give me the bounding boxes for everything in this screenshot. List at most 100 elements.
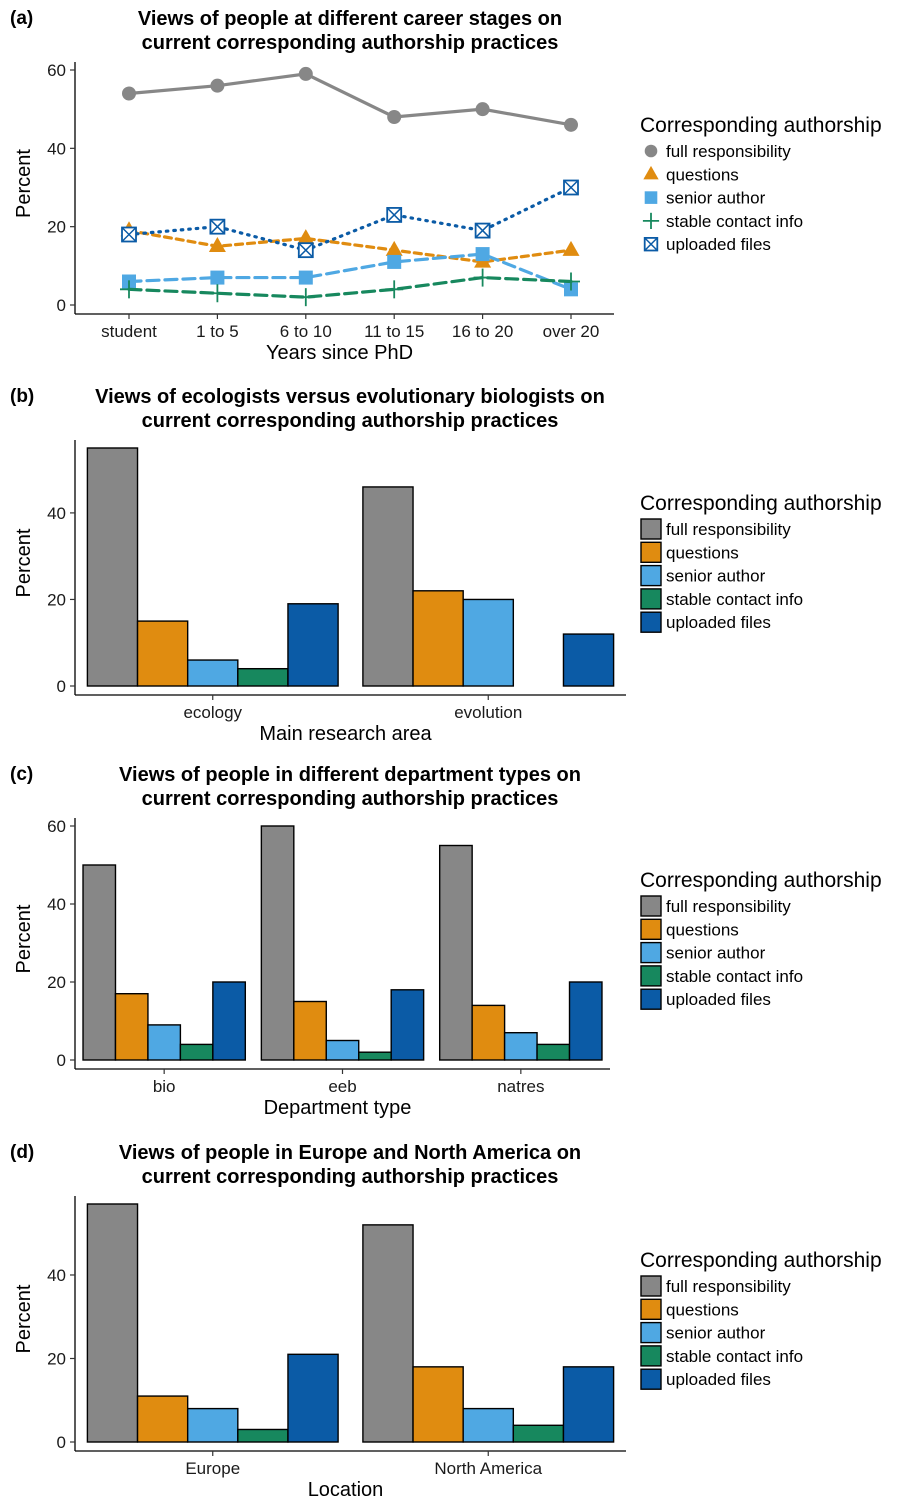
x-tick-label: evolution — [454, 703, 522, 722]
bar — [293, 1000, 327, 1061]
marker-circle — [475, 102, 490, 117]
marker-circle — [564, 117, 578, 132]
bar — [186, 659, 239, 687]
marker-circle — [298, 66, 313, 81]
y-tick-label: 60 — [47, 817, 66, 836]
y-tick-label: 20 — [47, 1349, 66, 1368]
marker-circle — [644, 144, 658, 158]
chart-title: Views of ecologists versus evolutionary … — [95, 386, 605, 408]
y-tick-label: 20 — [47, 218, 66, 237]
bar — [82, 864, 117, 1061]
x-axis-label: Years since PhD — [266, 342, 413, 364]
legend-title: Corresponding authorship — [640, 1249, 882, 1272]
legend-label: uploaded files — [666, 235, 771, 254]
y-tick-label: 0 — [57, 296, 66, 315]
legend-label: full responsibility — [666, 897, 791, 916]
legend-title: Corresponding authorship — [640, 492, 882, 515]
legend-label: full responsibility — [666, 1277, 791, 1296]
marker-triangle — [643, 165, 659, 180]
y-tick-label: 0 — [57, 1051, 66, 1070]
bar — [390, 989, 425, 1061]
x-tick-label: over 20 — [543, 322, 600, 341]
bar — [179, 1043, 214, 1061]
marker-square — [644, 191, 658, 204]
legend-label: uploaded files — [666, 613, 771, 632]
bar — [512, 1424, 565, 1443]
series-line — [127, 228, 573, 264]
bar — [438, 844, 473, 1061]
legend-swatch — [640, 588, 662, 610]
legend-label: senior author — [666, 189, 766, 208]
x-tick-label: 16 to 20 — [452, 322, 513, 341]
marker-cross-b — [121, 226, 137, 243]
marker-triangle — [562, 240, 580, 256]
legend-swatch — [640, 1298, 662, 1321]
bar — [86, 447, 139, 687]
y-tick-label: 0 — [57, 677, 66, 696]
panel-label: (d) — [10, 1142, 34, 1163]
x-axis-label: Department type — [264, 1097, 412, 1119]
marker-triangle — [297, 229, 315, 245]
series-line — [127, 72, 573, 127]
bar — [114, 993, 149, 1061]
bar — [412, 590, 464, 687]
y-tick-label: 20 — [47, 973, 66, 992]
legend-label: stable contact info — [666, 212, 803, 231]
legend-swatch — [640, 988, 662, 1010]
bar — [86, 1203, 139, 1443]
legend-swatch — [640, 895, 662, 917]
legend-label: stable contact info — [666, 590, 803, 609]
legend-swatch — [640, 1368, 662, 1390]
chart-title: Views of people in Europe and North Amer… — [119, 1142, 581, 1164]
bar — [186, 1407, 239, 1443]
legend-swatch — [640, 965, 662, 987]
marker-circle — [387, 110, 402, 124]
legend-label: questions — [666, 1300, 739, 1319]
legend-label: senior author — [666, 1324, 766, 1343]
y-axis-label: Percent — [13, 149, 35, 218]
x-tick-label: ecology — [183, 703, 242, 722]
panel-label: (c) — [10, 764, 33, 785]
marker-cross-b — [209, 219, 225, 235]
legend-title: Corresponding authorship — [640, 869, 882, 892]
legend-label: uploaded files — [666, 1370, 771, 1389]
chart-title: Views of people in different department … — [119, 764, 581, 786]
legend-swatch — [640, 518, 662, 540]
panel-d: (d) Views of people in Europe and North A… — [10, 1142, 882, 1497]
y-tick-label: 0 — [57, 1433, 66, 1452]
y-axis-label: Percent — [13, 904, 35, 973]
bar — [325, 1039, 360, 1061]
legend-label: full responsibility — [666, 520, 791, 539]
chart-title: Views of people at different career stag… — [138, 8, 562, 30]
series-line — [127, 252, 573, 291]
marker-triangle — [208, 236, 226, 252]
legend-swatch — [640, 918, 662, 940]
marker-triangle — [385, 240, 403, 256]
chart-title: current corresponding authorship practic… — [142, 1166, 559, 1188]
marker-square — [387, 254, 402, 269]
bar — [562, 633, 615, 687]
y-axis-label: Percent — [13, 528, 35, 597]
series-line — [127, 275, 573, 299]
x-tick-label: bio — [153, 1077, 176, 1096]
legend-label: questions — [666, 543, 739, 562]
bar — [412, 1366, 464, 1443]
bar — [362, 486, 414, 687]
marker-square — [210, 270, 225, 285]
marker-cross-b — [386, 207, 402, 223]
x-tick-label: natres — [497, 1077, 544, 1096]
bar — [136, 1395, 189, 1443]
bar — [260, 825, 295, 1061]
y-tick-label: 40 — [47, 1266, 66, 1285]
marker-circle — [210, 78, 225, 93]
panel-c: (c) Views of people in different departme… — [10, 764, 882, 1119]
legend-swatch — [640, 564, 662, 587]
marker-cross-b — [475, 223, 491, 239]
bar — [358, 1051, 392, 1061]
x-axis-label: Location — [308, 1479, 384, 1497]
x-tick-label: 1 to 5 — [196, 322, 239, 341]
legend-swatch — [640, 941, 662, 964]
x-tick-label: eeb — [328, 1077, 356, 1096]
legend-swatch — [640, 1275, 662, 1297]
legend-label: stable contact info — [666, 1347, 803, 1366]
